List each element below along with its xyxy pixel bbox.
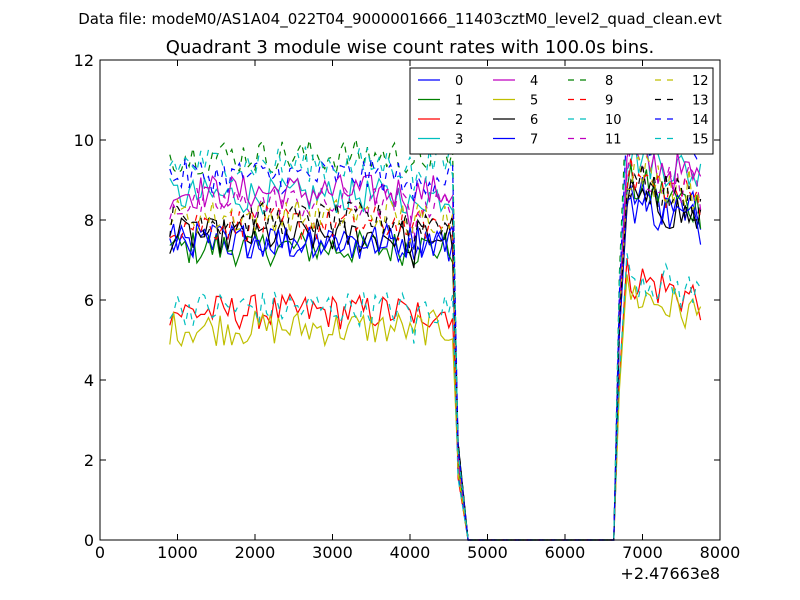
legend-label-3: 3 <box>455 133 463 148</box>
legend-label-7: 7 <box>530 133 538 148</box>
legend-label-13: 13 <box>692 94 709 109</box>
series-line-3 <box>169 139 702 541</box>
series-line-13 <box>169 163 702 541</box>
series-line-6 <box>169 178 702 541</box>
x-tick-label: 5000 <box>467 543 508 562</box>
series-line-4 <box>169 140 702 541</box>
y-tick-label: 0 <box>84 531 94 550</box>
legend-label-6: 6 <box>530 113 538 128</box>
y-tick-label: 10 <box>74 131 94 150</box>
legend-label-11: 11 <box>605 133 622 148</box>
legend-box <box>409 67 714 155</box>
legend-label-1: 1 <box>455 94 463 109</box>
series-line-5 <box>169 274 702 541</box>
x-tick-label: 2000 <box>235 543 276 562</box>
legend-label-10: 10 <box>605 113 622 128</box>
chart-suptitle: Data file: modeM0/AS1A04_022T04_90000016… <box>78 10 722 29</box>
series-line-14 <box>169 114 702 541</box>
x-tick-label: 7000 <box>622 543 663 562</box>
legend-label-15: 15 <box>692 133 709 148</box>
y-tick-label: 2 <box>84 451 94 470</box>
legend-label-8: 8 <box>605 74 613 89</box>
x-tick-label: 3000 <box>312 543 353 562</box>
y-tick-label: 6 <box>84 291 94 310</box>
series-line-11 <box>169 144 702 541</box>
x-tick-label: 6000 <box>545 543 586 562</box>
x-tick-label: 1000 <box>157 543 198 562</box>
series-line-15 <box>169 108 702 541</box>
legend-label-2: 2 <box>455 113 463 128</box>
x-tick-label: 4000 <box>390 543 431 562</box>
legend-label-5: 5 <box>530 94 538 109</box>
series-group <box>169 87 702 541</box>
y-tick-label: 4 <box>84 371 94 390</box>
legend-label-14: 14 <box>692 113 709 128</box>
plot-area: 0 1000 2000 3000 4000 5000 6000 7000 80000246810… <box>74 51 741 562</box>
series-line-7 <box>169 189 702 541</box>
y-tick-label: 12 <box>74 51 94 70</box>
legend-label-9: 9 <box>605 94 613 109</box>
x-offset-label: +2.47663e8 <box>620 564 720 583</box>
x-tick-label: 8000 <box>700 543 741 562</box>
series-line-9 <box>169 156 702 541</box>
legend-label-4: 4 <box>530 74 538 89</box>
legend-label-12: 12 <box>692 74 709 89</box>
legend-label-0: 0 <box>455 74 463 89</box>
x-tick-label: 0 <box>95 543 105 562</box>
series-line-12 <box>169 155 702 541</box>
chart-title: Quadrant 3 module wise count rates with … <box>166 37 655 58</box>
y-tick-label: 8 <box>84 211 94 230</box>
